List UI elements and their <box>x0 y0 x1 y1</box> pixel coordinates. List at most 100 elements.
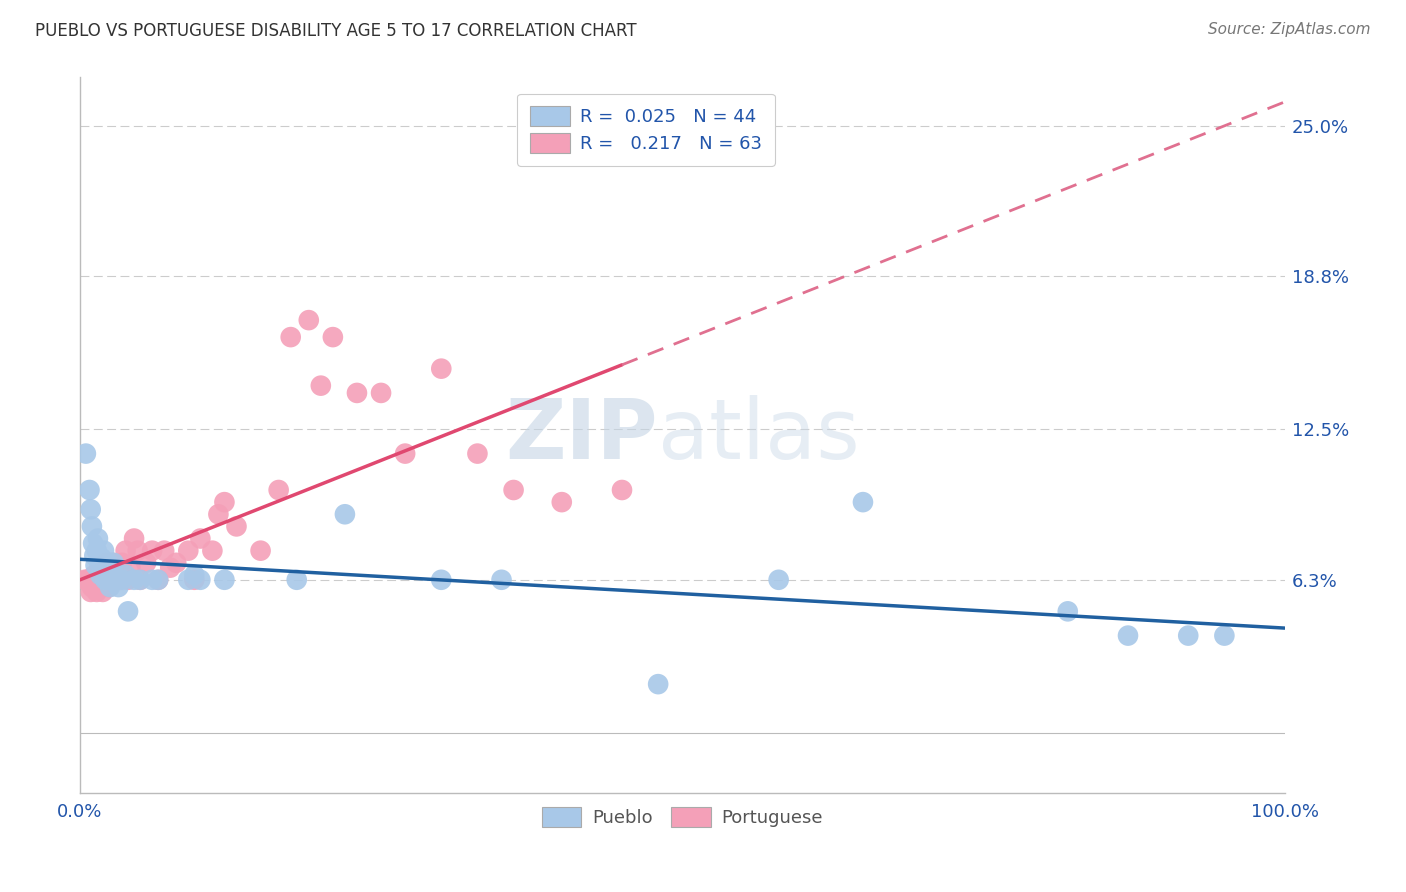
Point <box>86 585 108 599</box>
Point <box>333 508 356 522</box>
Point <box>101 556 124 570</box>
Point <box>430 361 453 376</box>
Point <box>1056 604 1078 618</box>
Point <box>309 378 332 392</box>
Point <box>148 573 170 587</box>
Point <box>225 519 247 533</box>
Point <box>610 483 633 497</box>
Point <box>214 573 236 587</box>
Point <box>1116 629 1139 643</box>
Point <box>105 573 128 587</box>
Point <box>79 573 101 587</box>
Point <box>98 580 121 594</box>
Point <box>80 502 103 516</box>
Point <box>89 556 111 570</box>
Text: ZIP: ZIP <box>506 395 658 476</box>
Point <box>75 447 97 461</box>
Point <box>86 543 108 558</box>
Point <box>285 573 308 587</box>
Point <box>346 385 368 400</box>
Point <box>122 532 145 546</box>
Point <box>280 330 302 344</box>
Point <box>267 483 290 497</box>
Point <box>322 330 344 344</box>
Point <box>165 556 187 570</box>
Point <box>129 573 152 587</box>
Point <box>114 568 136 582</box>
Point <box>111 573 134 587</box>
Point <box>89 568 111 582</box>
Point <box>89 580 111 594</box>
Point <box>249 543 271 558</box>
Point <box>141 573 163 587</box>
Point <box>96 556 118 570</box>
Point <box>1213 629 1236 643</box>
Point <box>80 519 103 533</box>
Point <box>105 568 128 582</box>
Point <box>83 549 105 563</box>
Point <box>82 573 104 587</box>
Point <box>90 573 112 587</box>
Point <box>370 385 392 400</box>
Point <box>107 560 129 574</box>
Point <box>141 543 163 558</box>
Point <box>183 568 205 582</box>
Point <box>94 573 117 587</box>
Point <box>214 495 236 509</box>
Point <box>100 563 122 577</box>
Point <box>100 560 122 574</box>
Point <box>83 568 105 582</box>
Point <box>87 532 110 546</box>
Point <box>97 573 120 587</box>
Point <box>73 573 96 587</box>
Point <box>90 551 112 566</box>
Point <box>96 563 118 577</box>
Point <box>122 573 145 587</box>
Text: PUEBLO VS PORTUGUESE DISABILITY AGE 5 TO 17 CORRELATION CHART: PUEBLO VS PORTUGUESE DISABILITY AGE 5 TO… <box>35 22 637 40</box>
Y-axis label: Disability Age 5 to 17: Disability Age 5 to 17 <box>0 353 7 517</box>
Point <box>111 556 134 570</box>
Point <box>207 508 229 522</box>
Point <box>502 483 524 497</box>
Point <box>430 573 453 587</box>
Point <box>82 536 104 550</box>
Point <box>188 532 211 546</box>
Point <box>768 573 790 587</box>
Point <box>108 573 131 587</box>
Point <box>177 543 200 558</box>
Point <box>551 495 574 509</box>
Point <box>84 580 107 594</box>
Point <box>127 543 149 558</box>
Point <box>647 677 669 691</box>
Point <box>148 573 170 587</box>
Point <box>94 560 117 574</box>
Point <box>80 580 103 594</box>
Point <box>852 495 875 509</box>
Point <box>117 604 139 618</box>
Point <box>104 568 127 582</box>
Point <box>298 313 321 327</box>
Text: Source: ZipAtlas.com: Source: ZipAtlas.com <box>1208 22 1371 37</box>
Point <box>135 556 157 570</box>
Point <box>93 543 115 558</box>
Point <box>188 573 211 587</box>
Point <box>159 560 181 574</box>
Point <box>467 447 489 461</box>
Point <box>87 573 110 587</box>
Point <box>120 560 142 574</box>
Point <box>201 543 224 558</box>
Point <box>394 447 416 461</box>
Point <box>114 543 136 558</box>
Point <box>97 556 120 570</box>
Point <box>79 483 101 497</box>
Point <box>84 558 107 573</box>
Point <box>91 560 114 574</box>
Point <box>97 568 120 582</box>
Point <box>77 573 100 587</box>
Point <box>93 573 115 587</box>
Point <box>107 580 129 594</box>
Point <box>98 573 121 587</box>
Point <box>183 573 205 587</box>
Point <box>117 573 139 587</box>
Point <box>89 568 111 582</box>
